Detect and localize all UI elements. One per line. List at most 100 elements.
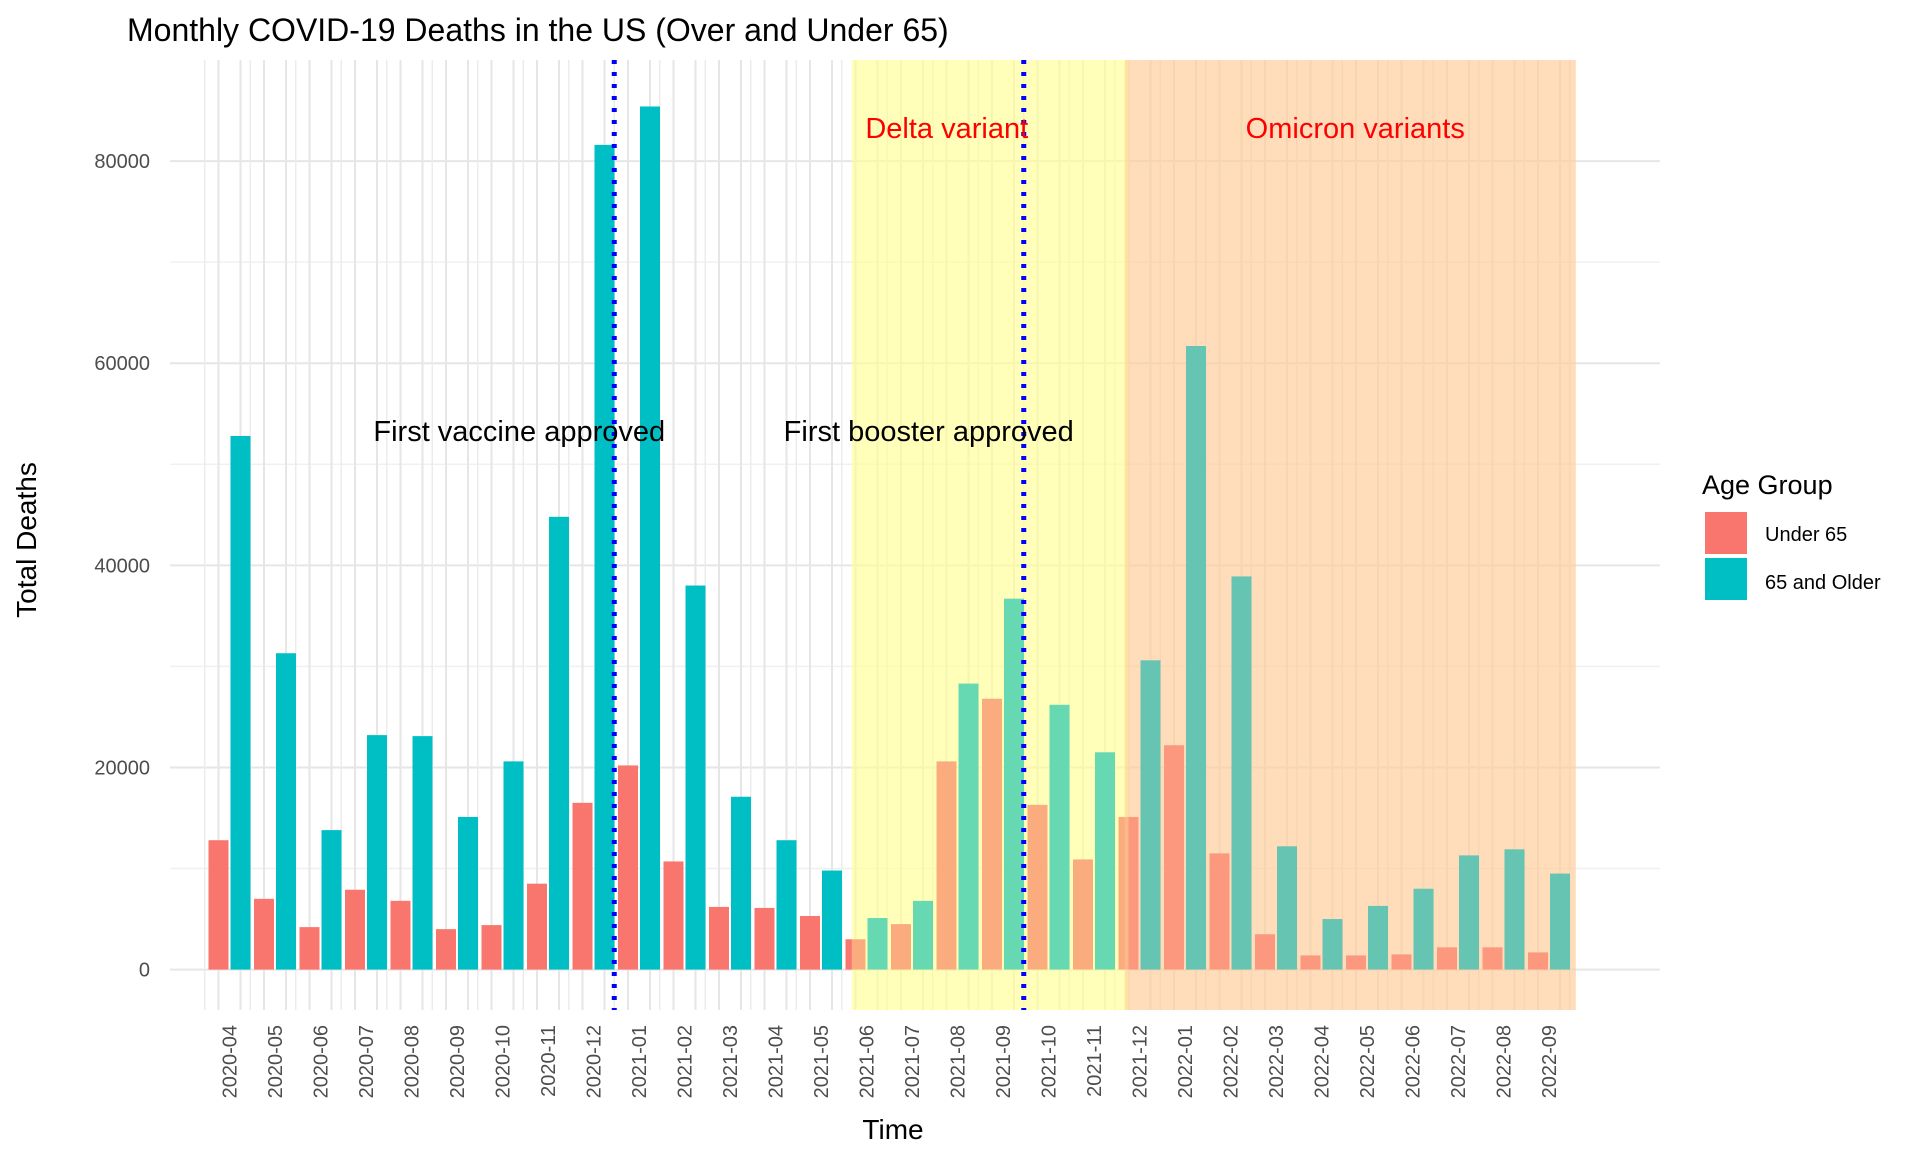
bar xyxy=(982,698,1002,970)
y-axis: 0 20000 40000 60000 80000 xyxy=(94,151,150,982)
x-tick-label: 2022-04 xyxy=(1312,1025,1334,1098)
bar xyxy=(1118,816,1139,970)
x-tick-label: 2020-05 xyxy=(265,1025,287,1098)
y-tick-label: 0 xyxy=(139,960,150,982)
bar xyxy=(503,761,524,970)
x-tick-label: 2020-06 xyxy=(311,1025,333,1098)
x-tick-label: 2021-04 xyxy=(766,1025,788,1098)
bar xyxy=(1231,576,1252,970)
x-axis-title: Time xyxy=(862,1114,923,1145)
region-label: Omicron variants xyxy=(1246,113,1465,145)
x-tick-label: 2020-10 xyxy=(493,1025,515,1098)
bar xyxy=(1528,952,1548,970)
x-tick-label: 2021-06 xyxy=(857,1025,879,1098)
bar xyxy=(276,653,296,970)
x-tick-label: 2021-01 xyxy=(629,1025,651,1098)
legend: Age Group Under 65 65 and Older xyxy=(1702,470,1881,600)
bar xyxy=(1277,846,1297,970)
legend-title: Age Group xyxy=(1702,470,1833,500)
bar xyxy=(685,585,706,970)
x-tick-label: 2022-03 xyxy=(1266,1025,1288,1098)
bar xyxy=(1368,905,1388,970)
bars xyxy=(208,106,1570,970)
legend-swatch-under-65 xyxy=(1705,512,1747,554)
region-tint xyxy=(1124,60,1576,1010)
bar xyxy=(709,906,729,970)
bar xyxy=(867,918,888,970)
x-tick-label: 2022-01 xyxy=(1175,1025,1197,1098)
x-tick-label: 2022-06 xyxy=(1403,1025,1425,1098)
bar xyxy=(663,861,684,970)
x-tick-label: 2022-07 xyxy=(1448,1025,1470,1098)
x-tick-label: 2020-04 xyxy=(220,1025,242,1098)
region-label: Delta variant xyxy=(865,113,1028,145)
bar xyxy=(1346,955,1366,970)
bar xyxy=(1391,954,1412,970)
bar xyxy=(527,883,547,970)
bar xyxy=(776,840,797,970)
legend-label-65-and-older: 65 and Older xyxy=(1765,572,1881,594)
bar xyxy=(1073,859,1093,970)
bar xyxy=(1550,873,1570,970)
region-overlays xyxy=(851,60,1576,1010)
x-tick-label: 2021-07 xyxy=(902,1025,924,1098)
bar xyxy=(412,736,433,970)
bar xyxy=(594,144,615,970)
x-tick-label: 2021-12 xyxy=(1130,1025,1152,1098)
x-tick-label: 2020-07 xyxy=(356,1025,378,1098)
bar xyxy=(618,765,638,970)
bar xyxy=(731,796,751,970)
bar xyxy=(1209,853,1230,970)
bar xyxy=(1140,660,1161,970)
x-tick-label: 2022-08 xyxy=(1494,1025,1516,1098)
x-tick-label: 2021-03 xyxy=(720,1025,742,1098)
x-tick-label: 2021-11 xyxy=(1084,1025,1106,1097)
chart-title: Monthly COVID-19 Deaths in the US (Over … xyxy=(127,12,949,48)
y-tick-label: 20000 xyxy=(94,757,150,779)
bar xyxy=(208,840,229,970)
x-tick-label: 2022-05 xyxy=(1357,1025,1379,1098)
bar xyxy=(891,924,911,970)
vertical-line-label: First booster approved xyxy=(784,416,1074,448)
bar xyxy=(481,925,502,970)
x-tick-label: 2021-09 xyxy=(993,1025,1015,1098)
bar xyxy=(800,916,820,970)
bar xyxy=(936,761,957,970)
bar xyxy=(1004,598,1024,970)
bar xyxy=(822,870,842,970)
bar xyxy=(845,939,866,970)
x-tick-label: 2021-10 xyxy=(1039,1025,1061,1098)
bar xyxy=(1186,346,1206,970)
x-tick-label: 2020-12 xyxy=(584,1025,606,1098)
y-tick-label: 60000 xyxy=(94,353,150,375)
x-tick-label: 2020-11 xyxy=(538,1025,560,1097)
bar xyxy=(1027,804,1048,970)
bar xyxy=(436,929,456,970)
vertical-line-label: First vaccine approved xyxy=(373,416,665,448)
x-tick-label: 2020-08 xyxy=(402,1025,424,1098)
x-axis: 2020-04 2020-05 2020-06 2020-07 2020-08 2020-… xyxy=(220,1025,1562,1098)
x-tick-label: 2021-02 xyxy=(675,1025,697,1098)
vertical-lines xyxy=(611,60,1027,1010)
bar xyxy=(640,106,660,970)
x-tick-label: 2022-02 xyxy=(1221,1025,1243,1098)
bar xyxy=(549,516,569,970)
legend-swatch-65-and-older xyxy=(1705,558,1747,600)
x-tick-label: 2022-09 xyxy=(1539,1025,1561,1098)
bar xyxy=(1095,752,1115,970)
region-tint xyxy=(851,60,1129,1010)
bar xyxy=(958,683,979,970)
bar xyxy=(1504,849,1525,970)
annotations: First vaccine approved First booster appr… xyxy=(373,113,1464,448)
x-tick-label: 2020-09 xyxy=(447,1025,469,1098)
x-tick-label: 2021-05 xyxy=(811,1025,833,1098)
bar xyxy=(1255,934,1275,970)
legend-label-under-65: Under 65 xyxy=(1765,524,1847,546)
bar xyxy=(1322,919,1343,970)
bar xyxy=(345,889,365,970)
bar xyxy=(1482,947,1503,970)
bar xyxy=(230,435,251,970)
bar xyxy=(367,735,387,970)
bar xyxy=(390,900,411,970)
